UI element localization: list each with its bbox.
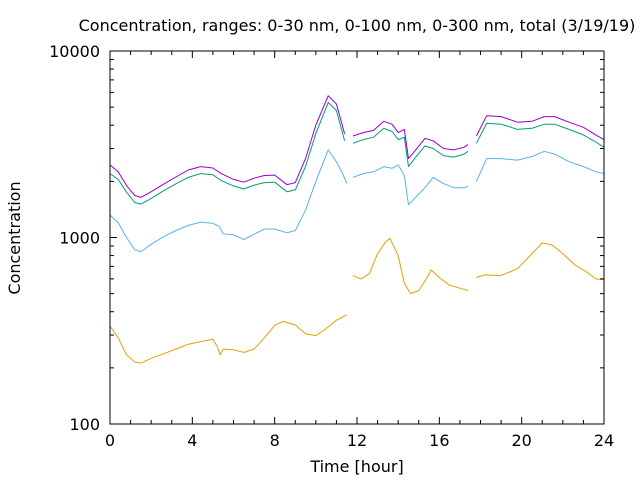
series-2-segment-0-line xyxy=(109,101,346,205)
series-2-segment-1-line xyxy=(352,127,469,168)
series-0-segment-2-line xyxy=(476,242,605,281)
x-tick-label: 16 xyxy=(429,431,449,450)
series-3-segment-1-line xyxy=(352,120,469,160)
series-layer xyxy=(109,95,605,364)
y-axis-label: Concentration xyxy=(5,181,24,294)
y-tick-label: 10000 xyxy=(49,42,100,61)
x-tick-label: 4 xyxy=(187,431,197,450)
series-3-segment-0-line xyxy=(109,95,346,198)
axes-layer: 0 4 8 12 16 20 24 100 1000 10000 xyxy=(49,42,614,450)
x-tick-label: 8 xyxy=(270,431,280,450)
y-tick-label: 100 xyxy=(69,415,100,434)
y-tick-label: 1000 xyxy=(59,229,100,248)
series-1-segment-1-line xyxy=(352,164,469,206)
chart-title: Concentration, ranges: 0-30 nm, 0-100 nm… xyxy=(79,16,636,35)
series-2-segment-2-line xyxy=(475,122,605,148)
series-1-segment-2-line xyxy=(475,150,605,182)
x-tick-label: 20 xyxy=(511,431,531,450)
x-tick-label: 0 xyxy=(105,431,115,450)
series-0-segment-0-line xyxy=(109,314,347,364)
x-tick-label: 24 xyxy=(594,431,614,450)
series-3-segment-2-line xyxy=(475,115,605,141)
series-1-segment-0-line xyxy=(109,149,348,253)
plot-frame xyxy=(109,50,605,425)
x-tick-label: 12 xyxy=(347,431,367,450)
series-0-segment-1-line xyxy=(352,237,469,295)
x-axis-label: Time [hour] xyxy=(309,457,403,476)
